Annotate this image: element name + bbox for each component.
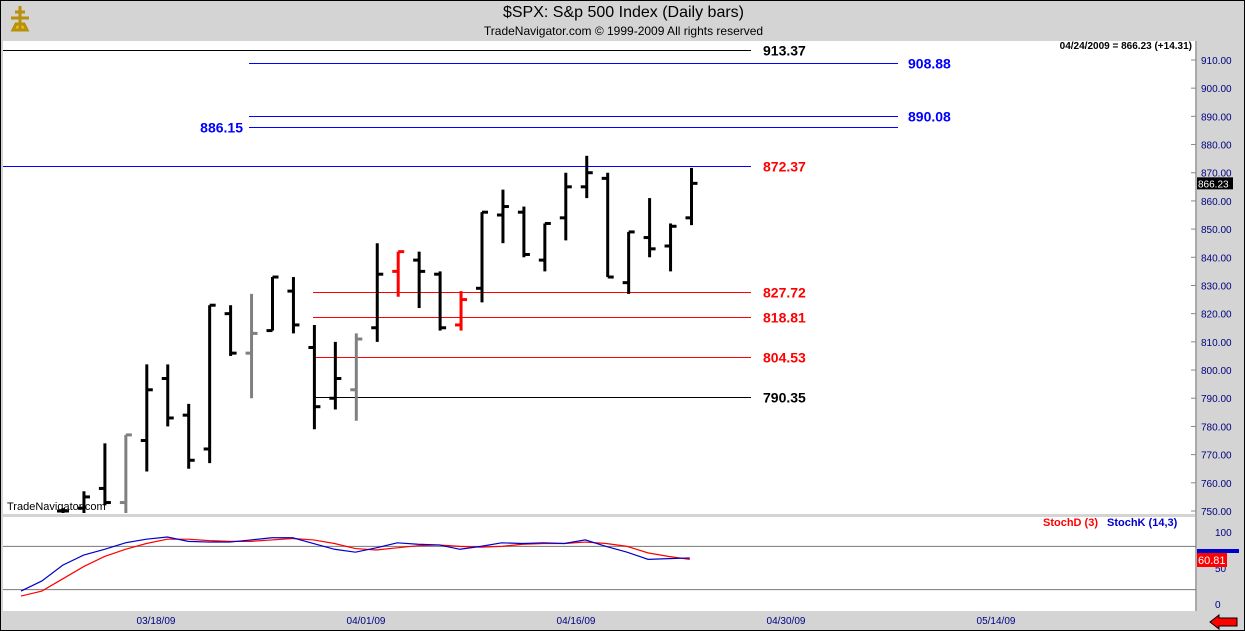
y-tick-label: 870.00	[1201, 169, 1232, 180]
x-tick-label: 04/16/09	[557, 616, 596, 627]
watermark: TradeNavigator.com	[7, 501, 106, 513]
level-label: 890.08	[908, 109, 951, 125]
last-quote: 04/24/2009 = 866.23 (+14.31)	[1059, 41, 1192, 52]
y-tick-label: 880.00	[1201, 141, 1232, 152]
stoch-marker-k	[1197, 549, 1239, 553]
stochk-line	[20, 536, 690, 592]
y-tick-label: 760.00	[1201, 479, 1232, 490]
level-label: 790.35	[763, 390, 806, 406]
stoch-pane	[3, 517, 1196, 611]
y-tick-label: 780.00	[1201, 422, 1232, 433]
stoch-marker-d	[1197, 553, 1227, 567]
level-label: 804.53	[763, 350, 806, 366]
stoch-last-value: 60.81	[1198, 555, 1226, 567]
stochd-line	[20, 537, 690, 597]
legend-stochd: StochD (3)	[1043, 517, 1098, 529]
x-tick-label: 03/18/09	[137, 616, 176, 627]
y-tick-label: 850.00	[1201, 225, 1232, 236]
y-tick-label: 830.00	[1201, 281, 1232, 292]
y-tick-label: 810.00	[1201, 338, 1232, 349]
level-label: 827.72	[763, 285, 806, 301]
stoch-y-tick-label: 0	[1215, 600, 1221, 611]
y-tick-label: 750.00	[1201, 507, 1232, 518]
level-label: 818.81	[763, 310, 806, 326]
y-tick-label: 910.00	[1201, 56, 1232, 67]
level-label: 908.88	[908, 56, 951, 72]
stoch-y-tick-label: 50	[1215, 564, 1227, 575]
chart-title: $SPX: S&p 500 Index (Daily bars)	[502, 4, 744, 21]
y-tick-label: 800.00	[1201, 366, 1232, 377]
y-tick-label: 770.00	[1201, 451, 1232, 462]
y-tick-label: 820.00	[1201, 310, 1232, 321]
last-price-marker	[1197, 177, 1233, 190]
logo-icon	[7, 4, 33, 34]
stoch-y-tick-label: 100	[1215, 528, 1232, 539]
y-tick-label: 840.00	[1201, 253, 1232, 264]
legend-stochk: StochK (14,3)	[1107, 517, 1178, 529]
y-tick-label: 790.00	[1201, 394, 1232, 405]
level-label: 872.37	[763, 159, 806, 175]
chart-subtitle: TradeNavigator.com © 1999-2009 All right…	[483, 24, 764, 38]
x-tick-label: 05/14/09	[977, 616, 1016, 627]
y-tick-label: 890.00	[1201, 112, 1232, 123]
last-price-label: 866.23	[1198, 179, 1229, 190]
y-tick-label: 900.00	[1201, 84, 1232, 95]
x-tick-label: 04/30/09	[767, 616, 806, 627]
level-label: 886.15	[200, 120, 243, 136]
x-tick-label: 04/01/09	[347, 616, 386, 627]
price-pane	[3, 41, 1196, 514]
level-label: 913.37	[763, 43, 806, 59]
y-tick-label: 860.00	[1201, 197, 1232, 208]
